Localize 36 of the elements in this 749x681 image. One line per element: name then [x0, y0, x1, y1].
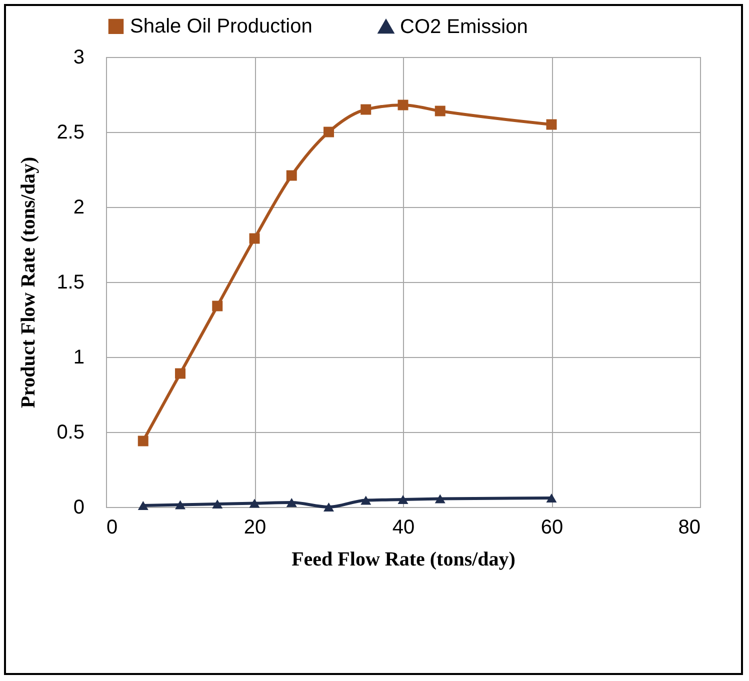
legend-label: CO2 Emission [400, 16, 528, 38]
y-tick-label: 2 [73, 196, 84, 218]
point [175, 500, 186, 510]
x-tick-label: 0 [106, 516, 118, 538]
point [398, 494, 408, 504]
y-tick-label: 1 [73, 346, 84, 368]
x-tick-label: 20 [244, 516, 266, 538]
point [398, 100, 408, 110]
y-tick-label: 3 [73, 46, 84, 68]
x-tick-label: 60 [540, 516, 564, 538]
point [324, 502, 334, 512]
y-tick-label: 0.5 [56, 422, 84, 444]
point [286, 170, 297, 181]
y-tick-label: 2.5 [56, 122, 84, 144]
point [286, 498, 297, 508]
y-tick-label: 0 [73, 496, 84, 518]
point [138, 500, 148, 510]
point [434, 494, 446, 504]
x-tick-label: 80 [678, 516, 700, 538]
point [175, 368, 186, 379]
x-tick-label: 40 [392, 516, 415, 538]
point [546, 493, 557, 503]
point [360, 496, 372, 505]
point [249, 498, 260, 508]
point [138, 436, 148, 446]
point [212, 300, 223, 312]
point [324, 126, 334, 138]
legend-label: Shale Oil Production [130, 15, 312, 38]
x-axis-title: Feed Flow Rate (tons/day) [292, 548, 516, 570]
y-tick-label: 1.5 [56, 272, 84, 294]
point [249, 233, 260, 244]
point [212, 499, 223, 509]
point [434, 106, 446, 116]
y-axis-title: Product Flow Rate (tons/day) [18, 156, 40, 408]
point [546, 119, 557, 130]
point [360, 104, 372, 115]
